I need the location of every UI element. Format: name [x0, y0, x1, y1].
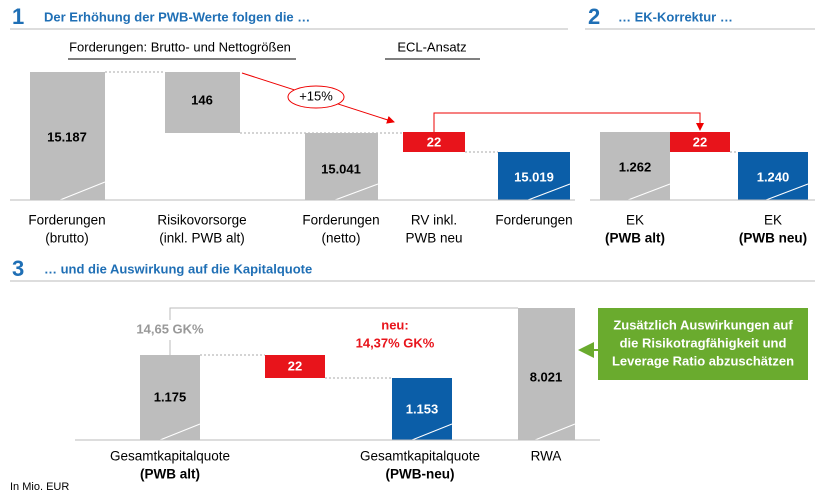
new-ratio: 14,37% GK% — [356, 335, 435, 350]
connector — [169, 307, 518, 355]
bar-value: 1.153 — [406, 401, 439, 416]
section-title: … und die Auswirkung auf die Kapitalquot… — [44, 261, 312, 276]
bar-label: EK — [626, 213, 644, 228]
bar — [165, 72, 240, 133]
section-number: 3 — [12, 256, 24, 281]
callout-box — [598, 308, 808, 380]
bar-value: 8.021 — [530, 369, 563, 384]
bracket-label: Forderungen: Brutto- und Nettogrößen — [69, 39, 291, 54]
bar-value: 1.240 — [757, 169, 790, 184]
section-number: 1 — [12, 4, 24, 29]
bar-value: 22 — [288, 358, 302, 373]
old-ratio: 14,65 GK% — [136, 321, 204, 336]
bar-value: 1.175 — [154, 389, 187, 404]
deco — [159, 423, 201, 441]
bar — [498, 152, 570, 200]
deco — [334, 183, 379, 201]
bar-label: Forderungen — [28, 213, 105, 228]
bar — [518, 308, 575, 440]
bar-label: (netto) — [321, 231, 360, 246]
section-title: … EK-Korrektur … — [618, 9, 733, 24]
bar-value: 146 — [191, 92, 213, 107]
bar-value: 15.019 — [514, 169, 554, 184]
bar-label: (PWB alt) — [605, 231, 665, 246]
bar-label: Forderungen — [495, 213, 572, 228]
callout-text: Zusätzlich Auswirkungen auf — [613, 317, 793, 332]
bar-value: 15.041 — [321, 161, 361, 176]
bar-value: 15.187 — [47, 129, 87, 144]
bar — [140, 355, 200, 440]
bar — [265, 355, 325, 378]
deco — [627, 183, 671, 201]
bar-label: RWA — [531, 449, 562, 464]
bar — [392, 378, 452, 440]
bar — [670, 132, 730, 152]
bar-label: RV inkl. — [411, 213, 457, 228]
bar — [403, 132, 465, 152]
bar-label: Gesamtkapitalquote — [110, 449, 230, 464]
bracket-label: ECL-Ansatz — [397, 39, 466, 54]
label-bg — [135, 320, 207, 340]
deco — [411, 423, 453, 441]
deco — [765, 183, 809, 201]
deco — [534, 423, 576, 441]
bar-label: (brutto) — [45, 231, 89, 246]
section-number: 2 — [588, 4, 600, 29]
footnote: In Mio. EUR — [10, 481, 69, 493]
bar-label: Gesamtkapitalquote — [360, 449, 480, 464]
section-title: Der Erhöhung der PWB-Werte folgen die … — [44, 9, 310, 24]
bar-label: (PWB-neu) — [386, 467, 455, 482]
callout-text: Leverage Ratio abzuschätzen — [612, 353, 794, 368]
bar-label: (PWB neu) — [739, 231, 807, 246]
deco — [59, 181, 106, 201]
arrow — [433, 112, 704, 132]
bar-label: Forderungen — [302, 213, 379, 228]
bar-label: Risikovorsorge — [157, 213, 246, 228]
new-ratio: neu: — [381, 317, 408, 332]
bar-value: 22 — [427, 134, 441, 149]
growth-oval — [287, 85, 345, 109]
bar-label: PWB neu — [405, 231, 462, 246]
bar-value: 22 — [693, 134, 707, 149]
bar-value: 1.262 — [619, 159, 652, 174]
deco — [527, 183, 571, 201]
callout-text: die Risikotragfähigkeit und — [620, 335, 787, 350]
bar-label: (PWB alt) — [140, 467, 200, 482]
bar — [738, 152, 808, 200]
growth-label: +15% — [299, 88, 333, 103]
bar-label: EK — [764, 213, 782, 228]
bar — [30, 72, 105, 200]
bar-label: (inkl. PWB alt) — [159, 231, 245, 246]
